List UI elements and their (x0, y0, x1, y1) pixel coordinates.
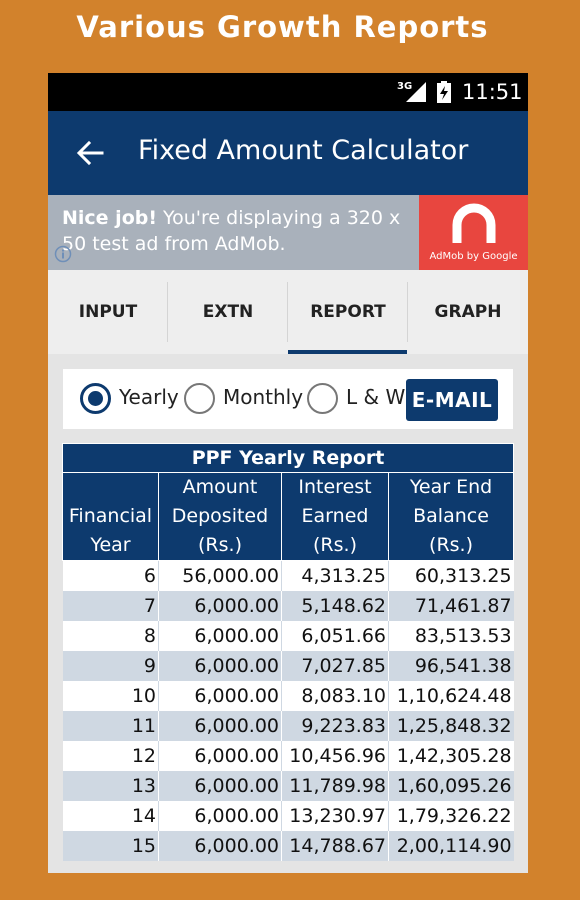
tab-report[interactable]: REPORT (310, 302, 386, 322)
tab-divider (407, 282, 408, 342)
financial-year-cell: 10 (62, 680, 159, 711)
report-content: Yearly Monthly L & W E-MAIL PPF Yearly R… (48, 354, 528, 873)
year-end-balance-cell: 96,541.38 (387, 650, 514, 681)
financial-year-cell: 14 (62, 800, 159, 831)
year-end-balance-cell: 1,10,624.48 (387, 680, 514, 711)
interest-earned-cell: 7,027.85 (281, 650, 389, 681)
interest-earned-cell: 9,223.83 (281, 710, 389, 741)
column-header: Financial Year (62, 472, 159, 561)
interest-earned-cell: 8,083.10 (281, 680, 389, 711)
year-end-balance-cell: 1,25,848.32 (387, 710, 514, 741)
tab-extn[interactable]: EXTN (202, 302, 254, 322)
lw-radio[interactable] (307, 383, 338, 414)
promo-title: Various Growth Reports (76, 10, 489, 44)
amount-deposited-cell: 56,000.00 (158, 560, 282, 591)
status-bar: 3G 11:51 (48, 73, 528, 111)
app-bar: Fixed Amount Calculator (48, 111, 528, 195)
amount-deposited-cell: 6,000.00 (158, 680, 282, 711)
lw-label[interactable]: L & W (346, 385, 406, 409)
ad-headline: Nice job! (62, 207, 158, 229)
table-row: 14 6,000.00 13,230.97 1,79,326.22 (62, 800, 514, 831)
amount-deposited-cell: 6,000.00 (158, 740, 282, 771)
yearly-radio[interactable] (80, 383, 111, 414)
financial-year-cell: 15 (62, 830, 159, 861)
financial-year-cell: 8 (62, 620, 159, 651)
amount-deposited-cell: 6,000.00 (158, 710, 282, 741)
financial-year-cell: 7 (62, 590, 159, 621)
tab-divider (287, 282, 288, 342)
network-type: 3G (397, 81, 413, 92)
financial-year-cell: 13 (62, 770, 159, 801)
monthly-label[interactable]: Monthly (223, 385, 304, 409)
amount-deposited-cell: 6,000.00 (158, 650, 282, 681)
interest-earned-cell: 10,456.96 (281, 740, 389, 771)
financial-year-cell: 9 (62, 650, 159, 681)
table-row: 12 6,000.00 10,456.96 1,42,305.28 (62, 740, 514, 771)
tab-divider (167, 282, 168, 342)
amount-deposited-cell: 6,000.00 (158, 590, 282, 621)
report-table: PPF Yearly Report Financial Year Amount De… (61, 443, 515, 861)
financial-year-cell: 6 (62, 560, 159, 591)
column-header: Interest Earned (Rs.) (281, 472, 389, 561)
financial-year-cell: 11 (62, 710, 159, 741)
year-end-balance-cell: 60,313.25 (387, 560, 514, 591)
interest-earned-cell: 4,313.25 (281, 560, 389, 591)
tab-bar: INPUT EXTN REPORT GRAPH (48, 270, 528, 354)
table-row: 9 6,000.00 7,027.85 96,541.38 (62, 650, 514, 681)
table-row: 10 6,000.00 8,083.10 1,10,624.48 (62, 680, 514, 711)
info-icon[interactable] (54, 245, 72, 263)
admob-logo: AdMob by Google (419, 195, 528, 270)
amount-deposited-cell: 6,000.00 (158, 620, 282, 651)
interest-earned-cell: 6,051.66 (281, 620, 389, 651)
interest-earned-cell: 14,788.67 (281, 830, 389, 861)
yearly-label[interactable]: Yearly (119, 385, 179, 409)
year-end-balance-cell: 2,00,114.90 (387, 830, 514, 861)
battery-charging-icon (437, 81, 451, 103)
ad-text: Nice job! You're displaying a 320 x 50 t… (62, 205, 422, 257)
report-options: Yearly Monthly L & W E-MAIL (63, 369, 513, 429)
email-button[interactable]: E-MAIL (406, 379, 498, 421)
clock: 11:51 (462, 80, 523, 104)
table-body: 6 56,000.00 4,313.25 60,313.25 7 6,000.00 5,14… (62, 560, 514, 861)
tab-input[interactable]: INPUT (78, 302, 138, 322)
year-end-balance-cell: 1,79,326.22 (387, 800, 514, 831)
table-row: 7 6,000.00 5,148.62 71,461.87 (62, 590, 514, 621)
ad-banner[interactable]: Nice job! You're displaying a 320 x 50 t… (48, 195, 528, 270)
amount-deposited-cell: 6,000.00 (158, 770, 282, 801)
table-row: 6 56,000.00 4,313.25 60,313.25 (62, 560, 514, 591)
signal-icon (406, 82, 426, 102)
year-end-balance-cell: 71,461.87 (387, 590, 514, 621)
arrow-left-icon[interactable] (76, 139, 104, 167)
table-row: 15 6,000.00 14,788.67 2,00,114.90 (62, 830, 514, 861)
table-caption: PPF Yearly Report (61, 443, 515, 473)
phone-screen: 3G 11:51 Fixed Amount Calculator Nice jo… (48, 73, 528, 873)
tab-graph[interactable]: GRAPH (434, 302, 502, 322)
ad-brand: AdMob by Google (429, 251, 518, 262)
amount-deposited-cell: 6,000.00 (158, 830, 282, 861)
financial-year-cell: 12 (62, 740, 159, 771)
year-end-balance-cell: 1,42,305.28 (387, 740, 514, 771)
interest-earned-cell: 5,148.62 (281, 590, 389, 621)
table-row: 13 6,000.00 11,789.98 1,60,095.26 (62, 770, 514, 801)
table-header: Financial Year Amount Deposited (Rs.) Inter… (62, 472, 515, 561)
selected-tab-indicator (288, 350, 407, 354)
table-row: 11 6,000.00 9,223.83 1,25,848.32 (62, 710, 514, 741)
year-end-balance-cell: 1,60,095.26 (387, 770, 514, 801)
ad-body: You're displaying a 320 x 50 test ad fro… (62, 207, 401, 255)
amount-deposited-cell: 6,000.00 (158, 800, 282, 831)
table-row: 8 6,000.00 6,051.66 83,513.53 (62, 620, 514, 651)
page-title: Fixed Amount Calculator (138, 135, 469, 166)
column-header: Amount Deposited (Rs.) (158, 472, 282, 561)
admob-icon (452, 203, 496, 243)
interest-earned-cell: 13,230.97 (281, 800, 389, 831)
column-header: Year End Balance (Rs.) (387, 472, 515, 561)
year-end-balance-cell: 83,513.53 (387, 620, 514, 651)
monthly-radio[interactable] (184, 383, 215, 414)
interest-earned-cell: 11,789.98 (281, 770, 389, 801)
